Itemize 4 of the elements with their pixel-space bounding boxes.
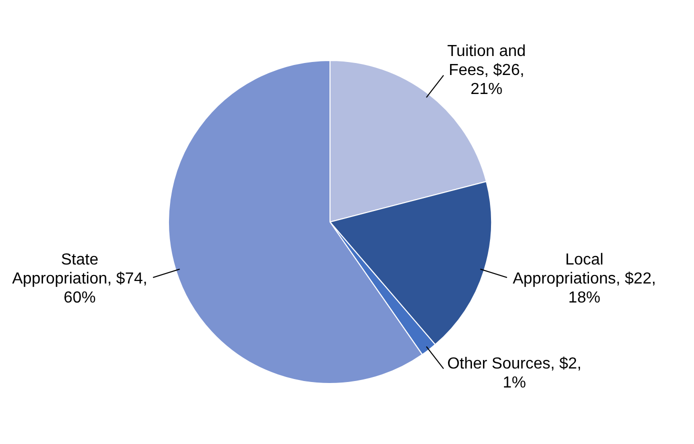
slice-label: Tuition and Fees, $26, 21% bbox=[447, 42, 526, 98]
slice-label: State Appropriation, $74, 60% bbox=[12, 252, 148, 307]
slice-label: Local Appropriations, $22, 18% bbox=[512, 252, 656, 307]
slice-label: Other Sources, $2, 1% bbox=[447, 355, 582, 392]
